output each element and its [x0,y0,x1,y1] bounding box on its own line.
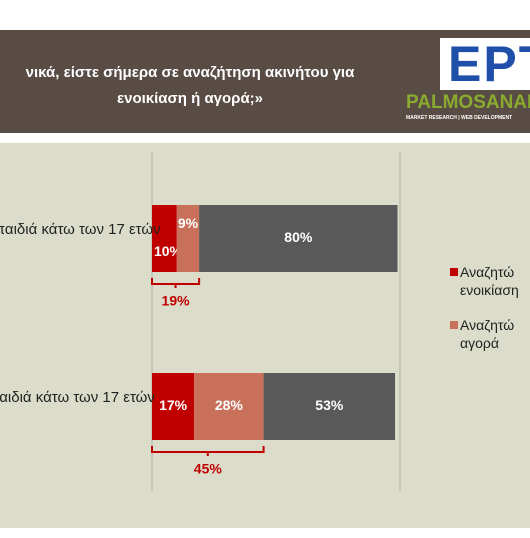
data-label: 10% [154,243,183,259]
header: νικά, είστε σήμερα σε αναζήτηση ακινήτου… [0,30,530,133]
plot-area: 10% 9% 80% 19% 17% 28% 53% 45% ς παιδιά κάτω τω… [0,143,530,528]
data-label: 53% [315,397,344,413]
bar-segment [176,205,200,272]
legend-label: Αναζητώ αγορά [460,317,515,351]
bar-segment [194,373,264,440]
logo: ΕΡΤ [440,38,530,90]
total-label: 45% [194,461,223,477]
category-label: ς παιδιά κάτω των 17 ετών [0,220,161,238]
logo-brand: ΕΡΤ [448,36,530,92]
bar-segment [152,205,177,272]
logo-tagline: MARKET RESEARCH | WEB DEVELOPMENT [406,115,513,121]
total-bracket [151,446,265,456]
chart: 10% 9% 80% 19% 17% 28% 53% 45% [151,153,401,491]
data-label: 17% [159,397,188,413]
total-label: 19% [162,293,191,309]
total-bracket [151,278,201,288]
data-label: 9% [178,215,199,231]
legend-swatch [450,321,458,329]
category-label: παιδιά κάτω των 17 ετών [0,388,155,406]
bar-segment [199,205,398,272]
chart-title: νικά, είστε σήμερα σε αναζήτηση ακινήτου… [25,64,355,107]
logo-company: PALMOSANAL [406,92,530,113]
bar-segment [152,373,195,440]
legend-swatch [450,268,458,276]
data-label: 80% [284,229,313,245]
legend-label: Αναζητώ ενοικίαση [460,264,519,298]
bar-segment [263,373,396,440]
data-label: 28% [215,397,244,413]
